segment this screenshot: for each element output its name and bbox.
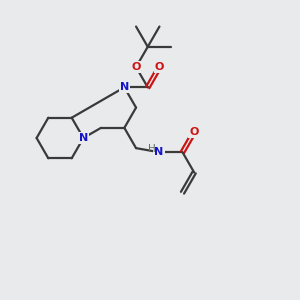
Text: N: N	[120, 82, 129, 92]
Text: O: O	[190, 127, 199, 137]
Text: N: N	[154, 147, 164, 157]
Text: O: O	[155, 62, 164, 72]
Text: H: H	[148, 144, 155, 154]
Text: N: N	[79, 133, 88, 143]
Text: O: O	[131, 62, 141, 72]
